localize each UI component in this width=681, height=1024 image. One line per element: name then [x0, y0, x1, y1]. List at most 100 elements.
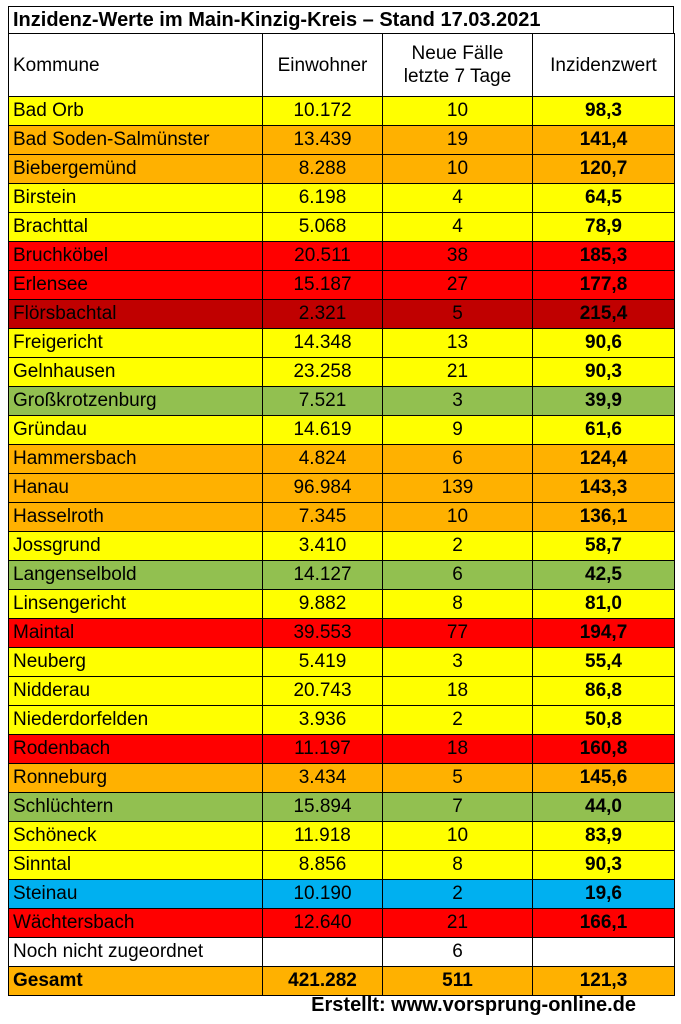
cell-inzidenz: 50,8	[532, 705, 675, 735]
cell-einwohner: 11.197	[262, 734, 383, 764]
table-row: Steinau 10.190 2 19,6	[8, 879, 675, 909]
cell-einwohner: 3.410	[262, 531, 383, 561]
table-row: Ronneburg 3.434 5 145,6	[8, 763, 675, 793]
cell-faelle: 7	[382, 792, 533, 822]
table-row: Gelnhausen 23.258 21 90,3	[8, 357, 675, 387]
cell-kommune: Freigericht	[8, 328, 263, 358]
cell-kommune: Steinau	[8, 879, 263, 909]
cell-kommune: Großkrotzenburg	[8, 386, 263, 416]
table-row: Bruchköbel 20.511 38 185,3	[8, 241, 675, 271]
cell-inzidenz: 58,7	[532, 531, 675, 561]
cell-inzidenz: 143,3	[532, 473, 675, 503]
cell-faelle: 6	[382, 560, 533, 590]
cell-faelle: 10	[382, 96, 533, 126]
cell-faelle: 5	[382, 763, 533, 793]
header-einwohner: Einwohner	[262, 33, 383, 97]
cell-kommune: Hasselroth	[8, 502, 263, 532]
table-row: Nidderau 20.743 18 86,8	[8, 676, 675, 706]
cell-inzidenz: 215,4	[532, 299, 675, 329]
header-kommune: Kommune	[8, 33, 263, 97]
cell-einwohner: 3.434	[262, 763, 383, 793]
cell-inzidenz: 86,8	[532, 676, 675, 706]
table-row: Brachttal 5.068 4 78,9	[8, 212, 675, 242]
header-neue-faelle-line2: letzte 7 Tage	[403, 66, 512, 87]
cell-faelle: 10	[382, 502, 533, 532]
cell-kommune: Bad Soden-Salmünster	[8, 125, 263, 155]
cell-faelle: 2	[382, 531, 533, 561]
cell-kommune: Gelnhausen	[8, 357, 263, 387]
cell-kommune: Nidderau	[8, 676, 263, 706]
table-header-row: Kommune Einwohner Neue Fälle letzte 7 Ta…	[8, 33, 675, 97]
cell-faelle: 38	[382, 241, 533, 271]
table-row: Hasselroth 7.345 10 136,1	[8, 502, 675, 532]
cell-faelle: 19	[382, 125, 533, 155]
cell-inzidenz: 83,9	[532, 821, 675, 851]
cell-inzidenz	[532, 937, 675, 967]
cell-faelle: 139	[382, 473, 533, 503]
cell-einwohner: 39.553	[262, 618, 383, 648]
cell-faelle: 18	[382, 676, 533, 706]
page-title: Inzidenz-Werte im Main-Kinzig-Kreis – St…	[8, 6, 674, 34]
header-neue-faelle: Neue Fälle letzte 7 Tage	[382, 33, 533, 97]
header-inzidenzwert: Inzidenzwert	[532, 33, 675, 97]
cell-einwohner: 14.348	[262, 328, 383, 358]
cell-einwohner: 20.511	[262, 241, 383, 271]
cell-inzidenz: 78,9	[532, 212, 675, 242]
cell-einwohner: 9.882	[262, 589, 383, 619]
cell-kommune: Brachttal	[8, 212, 263, 242]
table-row: Hanau 96.984 139 143,3	[8, 473, 675, 503]
table-row: Flörsbachtal 2.321 5 215,4	[8, 299, 675, 329]
cell-inzidenz: 44,0	[532, 792, 675, 822]
cell-faelle: 6	[382, 937, 533, 967]
table-row: Wächtersbach 12.640 21 166,1	[8, 908, 675, 938]
table-row: Großkrotzenburg 7.521 3 39,9	[8, 386, 675, 416]
cell-faelle: 13	[382, 328, 533, 358]
cell-einwohner: 15.187	[262, 270, 383, 300]
cell-inzidenz: 124,4	[532, 444, 675, 474]
cell-einwohner: 6.198	[262, 183, 383, 213]
cell-kommune: Noch nicht zugeordnet	[8, 937, 263, 967]
cell-einwohner: 5.419	[262, 647, 383, 677]
cell-kommune: Flörsbachtal	[8, 299, 263, 329]
table-row: Biebergemünd 8.288 10 120,7	[8, 154, 675, 184]
table-row: Langenselbold 14.127 6 42,5	[8, 560, 675, 590]
cell-faelle: 4	[382, 212, 533, 242]
cell-einwohner: 10.172	[262, 96, 383, 126]
cell-kommune: Ronneburg	[8, 763, 263, 793]
cell-inzidenz: 120,7	[532, 154, 675, 184]
cell-einwohner: 3.936	[262, 705, 383, 735]
cell-inzidenz: 39,9	[532, 386, 675, 416]
cell-faelle: 2	[382, 879, 533, 909]
cell-einwohner: 12.640	[262, 908, 383, 938]
cell-inzidenz: 145,6	[532, 763, 675, 793]
cell-inzidenz: 64,5	[532, 183, 675, 213]
cell-kommune: Schlüchtern	[8, 792, 263, 822]
table-row: Maintal 39.553 77 194,7	[8, 618, 675, 648]
cell-einwohner: 7.345	[262, 502, 383, 532]
cell-inzidenz: 90,6	[532, 328, 675, 358]
cell-inzidenz: 90,3	[532, 850, 675, 880]
total-kommune: Gesamt	[8, 966, 263, 996]
cell-kommune: Biebergemünd	[8, 154, 263, 184]
cell-faelle: 18	[382, 734, 533, 764]
cell-kommune: Maintal	[8, 618, 263, 648]
cell-einwohner: 15.894	[262, 792, 383, 822]
cell-inzidenz: 136,1	[532, 502, 675, 532]
cell-inzidenz: 81,0	[532, 589, 675, 619]
cell-kommune: Hanau	[8, 473, 263, 503]
table-row: Freigericht 14.348 13 90,6	[8, 328, 675, 358]
cell-einwohner: 13.439	[262, 125, 383, 155]
table-row: Linsengericht 9.882 8 81,0	[8, 589, 675, 619]
cell-inzidenz: 160,8	[532, 734, 675, 764]
cell-kommune: Sinntal	[8, 850, 263, 880]
cell-einwohner: 96.984	[262, 473, 383, 503]
cell-einwohner: 2.321	[262, 299, 383, 329]
cell-inzidenz: 177,8	[532, 270, 675, 300]
cell-faelle: 10	[382, 154, 533, 184]
total-einwohner: 421.282	[262, 966, 383, 996]
cell-faelle: 6	[382, 444, 533, 474]
cell-einwohner: 14.619	[262, 415, 383, 445]
cell-einwohner: 20.743	[262, 676, 383, 706]
cell-einwohner: 7.521	[262, 386, 383, 416]
table-row: Neuberg 5.419 3 55,4	[8, 647, 675, 677]
